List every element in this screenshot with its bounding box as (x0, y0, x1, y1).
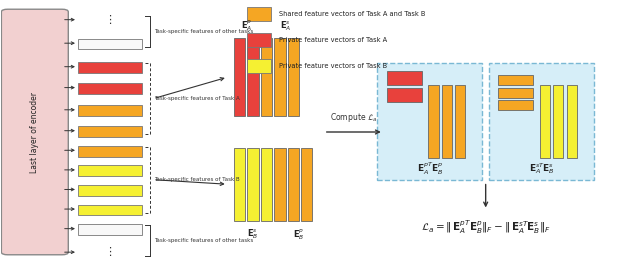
FancyBboxPatch shape (246, 59, 271, 73)
Text: Shared feature vectors of Task A and Task B: Shared feature vectors of Task A and Tas… (278, 11, 425, 17)
FancyBboxPatch shape (455, 85, 465, 158)
FancyBboxPatch shape (260, 38, 272, 116)
Text: Task-specific features of Task A: Task-specific features of Task A (154, 96, 240, 101)
Text: ⋮: ⋮ (104, 247, 115, 257)
Text: Task-specific features of Task B: Task-specific features of Task B (154, 177, 240, 182)
FancyBboxPatch shape (246, 7, 271, 21)
FancyBboxPatch shape (499, 75, 534, 85)
FancyBboxPatch shape (78, 105, 141, 116)
FancyBboxPatch shape (260, 148, 272, 221)
FancyBboxPatch shape (287, 38, 299, 116)
FancyBboxPatch shape (78, 166, 141, 176)
Text: Private feature vectors of Task B: Private feature vectors of Task B (278, 63, 387, 69)
FancyBboxPatch shape (499, 88, 534, 98)
FancyBboxPatch shape (78, 62, 141, 73)
FancyBboxPatch shape (553, 85, 563, 158)
FancyBboxPatch shape (387, 88, 422, 102)
FancyBboxPatch shape (378, 63, 483, 180)
Text: Last layer of encoder: Last layer of encoder (30, 92, 39, 172)
Text: $\mathbf{E}_B^p$: $\mathbf{E}_B^p$ (293, 227, 305, 242)
FancyBboxPatch shape (287, 148, 299, 221)
FancyBboxPatch shape (78, 126, 141, 137)
Text: $\mathbf{E}_A^{sT}\mathbf{E}_B^s$: $\mathbf{E}_A^{sT}\mathbf{E}_B^s$ (529, 161, 554, 176)
FancyBboxPatch shape (234, 38, 246, 116)
Text: Private feature vectors of Task A: Private feature vectors of Task A (278, 37, 387, 43)
FancyBboxPatch shape (234, 148, 246, 221)
Text: $\mathbf{E}_A^p$: $\mathbf{E}_A^p$ (241, 18, 252, 33)
FancyBboxPatch shape (274, 148, 285, 221)
FancyBboxPatch shape (78, 185, 141, 196)
Text: $\mathbf{E}_B^s$: $\mathbf{E}_B^s$ (247, 227, 259, 241)
FancyBboxPatch shape (387, 70, 422, 85)
FancyBboxPatch shape (274, 38, 285, 116)
FancyBboxPatch shape (499, 100, 534, 110)
FancyBboxPatch shape (78, 205, 141, 215)
FancyBboxPatch shape (301, 148, 312, 221)
Text: Task-specific features of other tasks: Task-specific features of other tasks (154, 29, 253, 34)
FancyBboxPatch shape (566, 85, 577, 158)
FancyBboxPatch shape (489, 63, 594, 180)
FancyBboxPatch shape (78, 224, 141, 235)
Text: Compute $\mathcal{L}_a$: Compute $\mathcal{L}_a$ (330, 111, 378, 124)
Text: ⋮: ⋮ (104, 15, 115, 25)
FancyBboxPatch shape (540, 85, 550, 158)
Text: Task-specific features of other tasks: Task-specific features of other tasks (154, 238, 253, 243)
Text: $\mathcal{L}_a = \|\,\mathbf{E}_A^{pT}\mathbf{E}_B^p\|_F - \|\,\mathbf{E}_A^{sT}: $\mathcal{L}_a = \|\,\mathbf{E}_A^{pT}\m… (420, 218, 550, 236)
Text: $\mathbf{E}_A^{pT}\mathbf{E}_B^p$: $\mathbf{E}_A^{pT}\mathbf{E}_B^p$ (417, 161, 443, 177)
FancyBboxPatch shape (78, 39, 141, 49)
FancyBboxPatch shape (1, 9, 68, 255)
FancyBboxPatch shape (78, 146, 141, 157)
FancyBboxPatch shape (442, 85, 452, 158)
FancyBboxPatch shape (247, 148, 259, 221)
FancyBboxPatch shape (428, 85, 438, 158)
FancyBboxPatch shape (247, 38, 259, 116)
FancyBboxPatch shape (78, 83, 141, 94)
Text: $\mathbf{E}_A^s$: $\mathbf{E}_A^s$ (280, 19, 291, 33)
FancyBboxPatch shape (246, 33, 271, 47)
